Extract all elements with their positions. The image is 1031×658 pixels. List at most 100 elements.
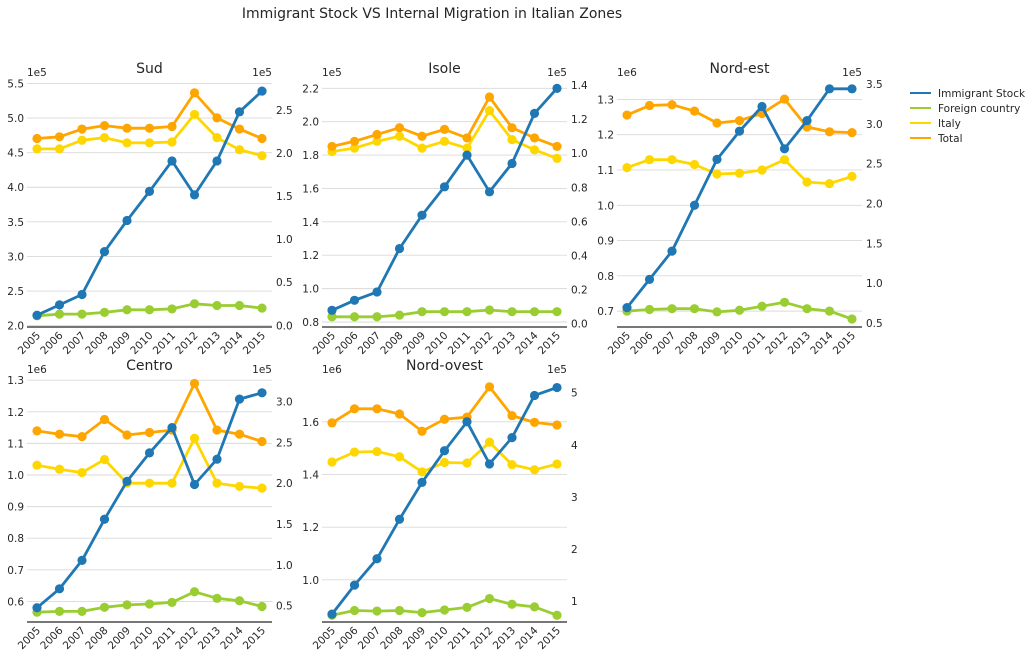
data-point (779, 155, 790, 165)
series-total (32, 378, 267, 447)
x-tick-label: 2005 (16, 625, 43, 652)
left-y-tick-label: 1.4 (302, 469, 319, 481)
data-point (529, 133, 540, 143)
x-tick-label: 2012 (763, 330, 790, 357)
legend-label: Total (937, 133, 963, 145)
data-point (462, 133, 472, 143)
data-point (32, 460, 42, 470)
data-point (484, 305, 495, 315)
right-y-tick-label: 0.8 (571, 182, 588, 194)
panel-title: Centro (126, 358, 173, 374)
x-tick-label: 2006 (38, 624, 66, 652)
left-y-tick-label: 4.0 (7, 182, 24, 194)
data-point (257, 388, 267, 398)
data-point (779, 144, 790, 154)
left-y-tick-label: 0.7 (7, 565, 24, 577)
x-tick-label: 2007 (356, 330, 383, 357)
x-tick-label: 2013 (491, 625, 518, 652)
data-point (439, 124, 450, 134)
x-tick-label: 2006 (628, 329, 656, 357)
right-y-tick-label: 1.4 (571, 80, 588, 92)
data-point (779, 94, 790, 104)
data-point (234, 145, 245, 155)
x-tick-label: 2006 (333, 624, 361, 652)
data-point (122, 430, 132, 440)
x-tick-label: 2012 (173, 625, 200, 652)
data-point (99, 414, 110, 425)
data-point (439, 182, 450, 192)
x-tick-label: 2007 (61, 625, 88, 652)
series-foreign-country (327, 593, 562, 620)
panel-title: Sud (136, 61, 163, 77)
x-tick-label: 2014 (808, 329, 836, 357)
data-point (32, 426, 42, 436)
data-point (667, 304, 677, 314)
data-point (54, 144, 65, 154)
left-y-tick-label: 1.0 (597, 200, 614, 212)
data-point (144, 123, 155, 133)
x-tick-label: 2010 (128, 625, 155, 652)
x-tick-label: 2011 (446, 625, 473, 652)
left-y-tick-label: 1.6 (302, 417, 319, 429)
data-point (484, 92, 495, 102)
data-point (212, 156, 222, 166)
left-y-tick-label: 1.2 (302, 250, 319, 262)
data-point (122, 215, 132, 226)
data-point (234, 107, 245, 117)
data-point (779, 297, 790, 307)
data-point (54, 584, 65, 594)
x-tick-label: 2015 (536, 330, 563, 357)
x-tick-label: 2005 (311, 625, 338, 652)
data-point (734, 126, 745, 136)
left-y-tick-label: 1.8 (302, 150, 319, 162)
data-point (327, 305, 337, 315)
x-tick-label: 2010 (423, 625, 450, 652)
data-point (462, 150, 472, 160)
series-line (331, 109, 558, 160)
data-point (417, 608, 427, 618)
data-point (32, 603, 42, 613)
data-point (734, 305, 745, 315)
data-point (507, 158, 517, 169)
data-point (77, 555, 87, 565)
data-point (349, 404, 360, 414)
data-point (394, 243, 405, 254)
data-point (439, 307, 450, 317)
left-y-tick-label: 3.5 (7, 217, 24, 229)
data-point (327, 141, 337, 152)
right-axis-multiplier: 1e5 (252, 67, 272, 79)
right-y-tick-label: 1.0 (866, 278, 883, 290)
data-point (417, 210, 427, 220)
data-point (417, 307, 427, 317)
data-point (234, 596, 245, 606)
data-point (167, 597, 177, 608)
series-immigrant-stock (32, 388, 267, 613)
left-y-tick-label: 0.9 (7, 502, 24, 514)
legend-label: Foreign country (938, 103, 1020, 115)
data-point (529, 145, 540, 155)
data-point (667, 155, 677, 165)
data-point (757, 101, 767, 112)
x-tick-label: 2010 (718, 330, 745, 357)
data-point (257, 483, 267, 493)
data-point (372, 312, 382, 322)
left-y-tick-label: 2.2 (302, 83, 319, 95)
data-point (552, 382, 562, 393)
data-point (234, 300, 245, 311)
right-y-tick-label: 1 (571, 596, 578, 608)
x-tick-label: 2007 (356, 625, 383, 652)
data-point (32, 133, 42, 144)
x-tick-label: 2014 (218, 329, 246, 357)
data-point (257, 601, 267, 612)
right-y-tick-label: 2.5 (276, 437, 293, 449)
left-axis-multiplier: 1e6 (322, 364, 342, 376)
data-point (757, 165, 767, 175)
x-tick-label: 2008 (378, 625, 405, 652)
x-tick-label: 2014 (513, 624, 541, 652)
right-axis-multiplier: 1e5 (252, 364, 272, 376)
data-point (54, 132, 65, 142)
left-y-tick-label: 1.2 (597, 130, 614, 142)
right-y-tick-label: 2.0 (276, 148, 293, 160)
